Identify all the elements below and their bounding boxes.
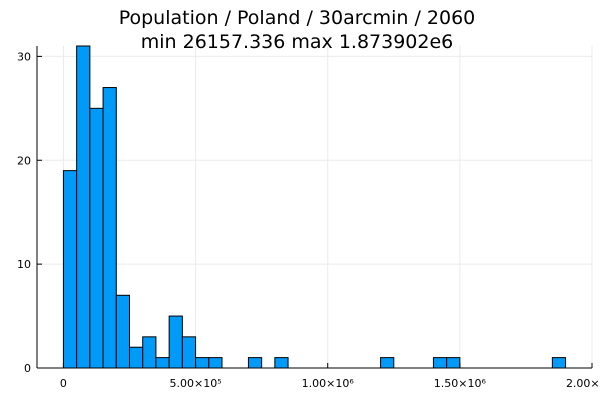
x-tick-label: 1.50×10⁶	[434, 377, 487, 390]
histogram-bar	[142, 336, 157, 369]
histogram-bar	[62, 170, 78, 369]
histogram-bars	[62, 45, 567, 369]
x-tick-label: 5.00×10⁵	[170, 377, 222, 390]
histogram-bar	[208, 357, 223, 369]
chart-title-line-1: Population / Poland / 30arcmin / 2060	[119, 7, 476, 29]
histogram-bar	[195, 357, 210, 369]
y-tick-label: 20	[17, 154, 31, 167]
histogram-bar	[102, 87, 117, 369]
chart-title-line-2: min 26157.336 max 1.873902e6	[141, 31, 454, 53]
histogram-bar	[181, 336, 197, 369]
histogram-bar	[380, 357, 395, 369]
histogram-bar	[274, 357, 289, 369]
histogram-bar	[247, 357, 263, 369]
histogram-bar	[129, 346, 144, 369]
histogram-bar	[551, 357, 567, 369]
histogram-bar	[115, 294, 130, 369]
y-tick-label: 0	[24, 362, 31, 375]
y-tick-label: 10	[17, 258, 31, 271]
histogram-bar	[155, 357, 170, 369]
histogram-bar	[168, 315, 183, 369]
histogram-bar	[76, 45, 91, 369]
histogram-bar	[432, 357, 448, 369]
plot-axes	[36, 46, 592, 369]
histogram-bar	[89, 107, 104, 369]
y-axis-ticks: 0 10 20 30	[17, 50, 42, 375]
x-tick-label: 0	[60, 377, 67, 390]
x-axis-ticks: 0 5.00×10⁵ 1.00×10⁶ 1.50×10⁶ 2.00×10⁶	[60, 363, 600, 390]
x-tick-label: 1.00×10⁶	[302, 377, 355, 390]
x-tick-label: 2.00×10⁶	[566, 377, 600, 390]
y-tick-label: 30	[17, 50, 31, 63]
histogram-bar	[446, 357, 461, 369]
